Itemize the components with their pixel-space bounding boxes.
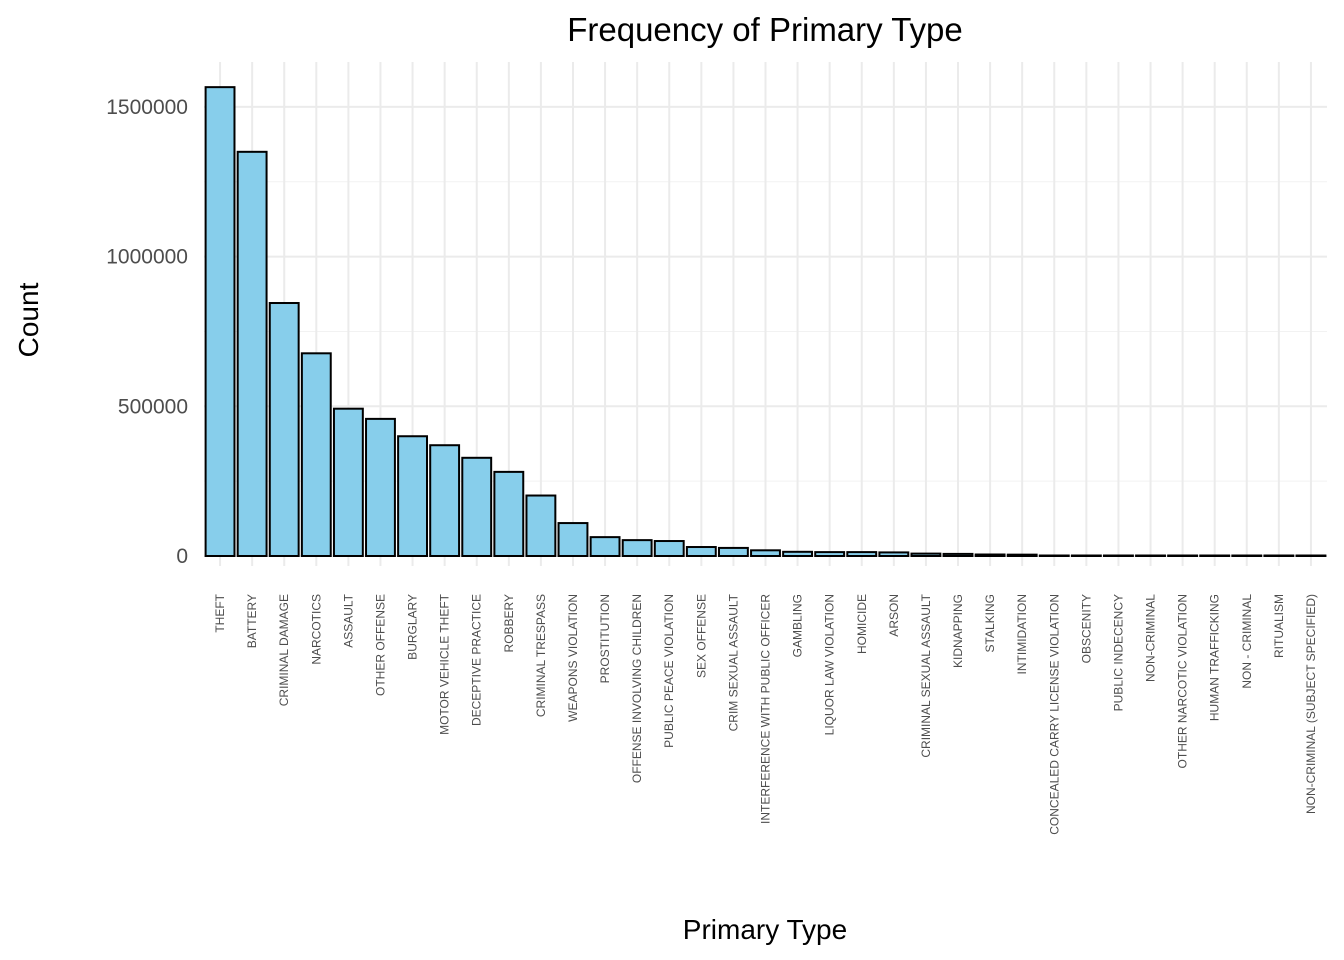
bar (557, 522, 589, 557)
bar (397, 435, 428, 558)
bars (204, 86, 1327, 558)
x-tick-label: SEX OFFENSE (694, 594, 708, 678)
chart-title: Frequency of Primary Type (567, 11, 963, 48)
x-tick-label: KIDNAPPING (951, 594, 965, 668)
bar (846, 551, 878, 557)
bar (814, 551, 846, 557)
bar (429, 444, 461, 557)
bar (204, 86, 236, 558)
x-tick-label: ASSAULT (341, 593, 355, 647)
x-axis-title: Primary Type (683, 914, 847, 945)
x-tick-label: LIQUOR LAW VIOLATION (823, 594, 837, 735)
y-tick-label: 0 (176, 545, 188, 568)
x-tick-label: DECEPTIVE PRACTICE (470, 594, 484, 726)
bar (236, 150, 268, 557)
bar (365, 417, 396, 557)
x-tick-label: NON-CRIMINAL (1144, 594, 1158, 682)
y-tick-label: 500000 (118, 395, 188, 418)
x-tick-label: STALKING (983, 594, 997, 652)
bar (1006, 553, 1038, 557)
x-tick-label: NON-CRIMINAL (SUBJECT SPECIFIED) (1304, 594, 1318, 814)
x-tick-label: ARSON (887, 594, 901, 637)
bar (750, 549, 781, 558)
x-tick-label: CRIM SEXUAL ASSAULT (726, 593, 740, 731)
x-tick-label: WEAPONS VIOLATION (566, 594, 580, 722)
bar (942, 552, 974, 557)
bar (910, 552, 942, 558)
x-tick-label: CONCEALED CARRY LICENSE VIOLATION (1047, 594, 1061, 835)
x-tick-label: THEFT (213, 593, 227, 632)
bar (621, 539, 653, 558)
bar (1167, 554, 1199, 557)
y-tick-label: 1500000 (106, 96, 188, 119)
bar (1103, 554, 1134, 557)
bar (782, 550, 814, 557)
bar (974, 553, 1006, 558)
x-tick-label: HOMICIDE (855, 594, 869, 654)
bar (1231, 554, 1263, 557)
bar (589, 536, 621, 558)
y-tick-label: 1000000 (106, 246, 188, 269)
bar (332, 407, 364, 557)
bar (1070, 554, 1102, 557)
bar (1135, 554, 1166, 557)
y-axis-ticks: 0 500000 1000000 1500000 (106, 96, 188, 568)
bar (268, 302, 300, 557)
x-tick-label: ROBBERY (502, 594, 516, 652)
bar (525, 494, 557, 558)
x-tick-label: INTERFERENCE WITH PUBLIC OFFICER (759, 594, 773, 824)
x-tick-label: MOTOR VEHICLE THEFT (438, 593, 452, 735)
x-tick-label: RITUALISM (1272, 594, 1286, 658)
y-axis-title: Count (13, 282, 44, 357)
x-tick-label: OTHER NARCOTIC VIOLATION (1176, 594, 1190, 768)
x-axis-ticks: THEFT BATTERY CRIMINAL DAMAGE NARCOTICS ASSA… (213, 593, 1318, 834)
bar (717, 546, 749, 558)
x-tick-label: BURGLARY (406, 594, 420, 660)
x-tick-label: NARCOTICS (309, 594, 323, 665)
bar (878, 551, 910, 558)
x-tick-label: CRIMINAL SEXUAL ASSAULT (919, 593, 933, 757)
x-tick-label: OBSCENITY (1079, 594, 1093, 663)
bar (1038, 554, 1070, 557)
bar (493, 470, 525, 557)
x-tick-label: PUBLIC INDECENCY (1111, 594, 1125, 711)
bar (1295, 554, 1327, 557)
x-tick-label: INTIMIDATION (1015, 594, 1029, 674)
x-tick-label: NON - CRIMINAL (1240, 594, 1254, 689)
bar (1199, 554, 1231, 557)
bar (300, 352, 332, 557)
x-tick-label: BATTERY (245, 594, 259, 648)
x-tick-label: OTHER OFFENSE (373, 594, 387, 696)
bar (461, 456, 493, 558)
x-tick-label: OFFENSE INVOLVING CHILDREN (630, 594, 644, 783)
x-tick-label: PUBLIC PEACE VIOLATION (662, 594, 676, 748)
bar (1263, 554, 1295, 557)
x-tick-label: PROSTITUTION (598, 594, 612, 683)
bar (653, 540, 685, 557)
x-tick-label: CRIMINAL DAMAGE (277, 594, 291, 706)
x-tick-label: CRIMINAL TRESPASS (534, 594, 548, 717)
x-tick-label: GAMBLING (791, 594, 805, 657)
x-tick-label: HUMAN TRAFFICKING (1208, 594, 1222, 721)
bar (685, 546, 717, 558)
